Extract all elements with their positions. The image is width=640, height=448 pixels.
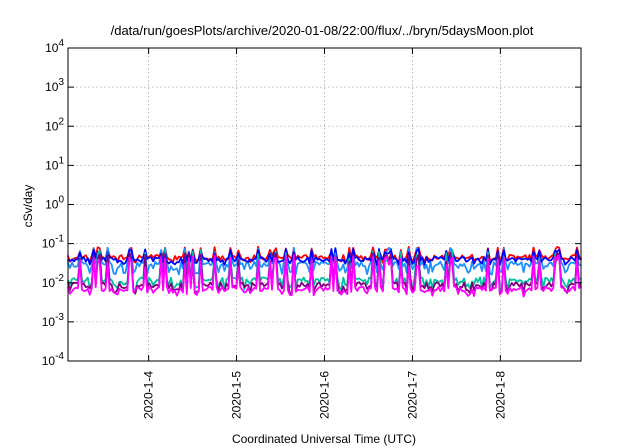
x-tick-label: 2020-1-6 bbox=[318, 371, 332, 419]
y-tick-label: 10-2 bbox=[42, 273, 65, 290]
x-axis-label: Coordinated Universal Time (UTC) bbox=[232, 432, 416, 446]
y-tick-label: 100 bbox=[45, 195, 64, 212]
y-axis-label: cSv/day bbox=[21, 185, 35, 228]
chart-title: /data/run/goesPlots/archive/2020-01-08/2… bbox=[111, 23, 534, 38]
x-tick-label: 2020-1-8 bbox=[493, 371, 507, 419]
y-tick-label: 102 bbox=[45, 116, 64, 133]
x-tick-label: 2020-1-7 bbox=[405, 371, 419, 419]
x-axis-ticks: 2020-1-4 2020-1-5 2020-1-6 2020-1-7 2020-1-8 bbox=[142, 48, 507, 419]
series-line bbox=[67, 246, 582, 276]
x-tick-label: 2020-1-4 bbox=[142, 371, 156, 419]
y-tick-label: 101 bbox=[45, 155, 64, 172]
y-tick-label: 104 bbox=[45, 38, 64, 55]
y-tick-label: 10-4 bbox=[42, 351, 65, 368]
y-tick-label: 10-3 bbox=[42, 312, 65, 329]
y-tick-label: 10-1 bbox=[42, 234, 65, 251]
series-line bbox=[67, 247, 582, 266]
series-line bbox=[67, 254, 582, 298]
data-series bbox=[67, 245, 582, 298]
x-tick-label: 2020-1-5 bbox=[230, 371, 244, 419]
y-tick-label: 103 bbox=[45, 77, 64, 94]
grid-lines bbox=[68, 48, 581, 361]
y-axis-ticks: 10-4 10-3 10-2 10-1 100 101 102 103 104 bbox=[42, 38, 581, 368]
